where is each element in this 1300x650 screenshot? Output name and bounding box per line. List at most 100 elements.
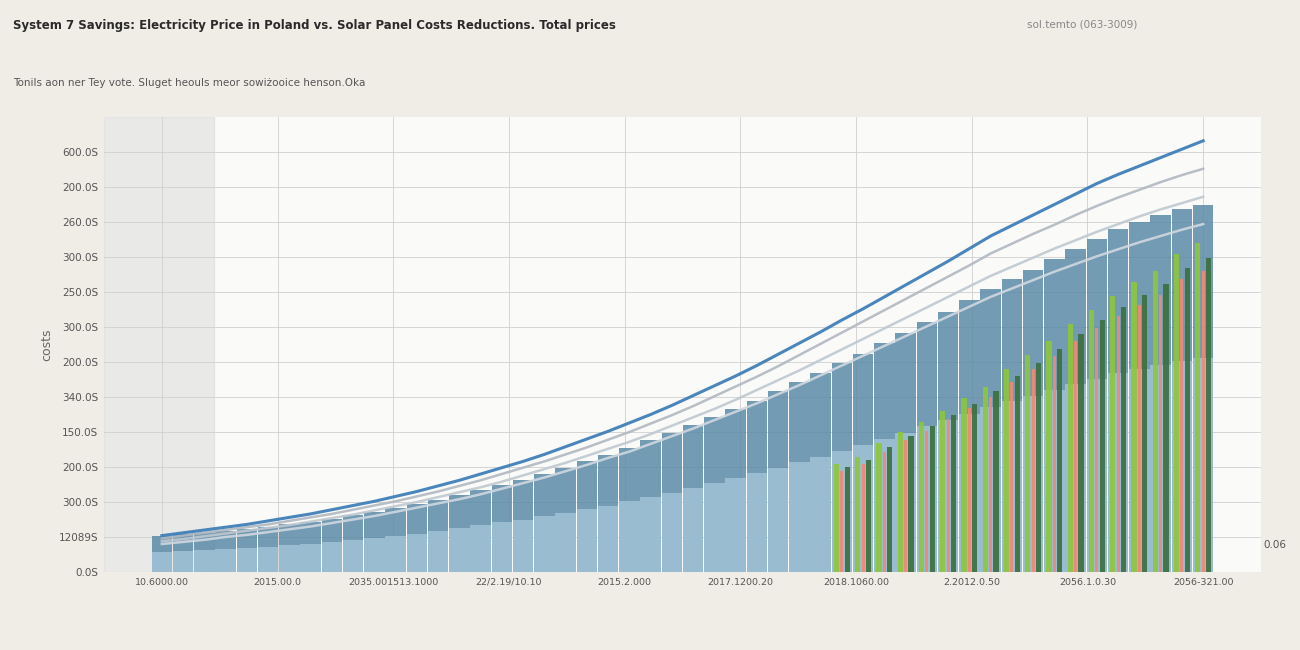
Bar: [1032, 369, 1035, 572]
Bar: [450, 528, 469, 572]
Bar: [1160, 295, 1162, 572]
Bar: [874, 343, 894, 572]
Bar: [343, 540, 363, 572]
Bar: [768, 391, 788, 572]
Bar: [641, 497, 660, 572]
Bar: [1066, 384, 1086, 572]
Bar: [746, 473, 767, 572]
Bar: [1193, 205, 1213, 572]
Bar: [1130, 222, 1149, 572]
Bar: [833, 463, 839, 572]
Bar: [1026, 355, 1031, 572]
Bar: [1150, 215, 1171, 572]
Bar: [300, 544, 321, 572]
Bar: [1110, 296, 1115, 572]
Bar: [300, 521, 321, 572]
Bar: [1079, 334, 1084, 572]
Bar: [916, 426, 937, 572]
Bar: [866, 460, 871, 572]
Bar: [682, 488, 703, 572]
Bar: [104, 117, 214, 572]
Bar: [1193, 358, 1213, 572]
Bar: [385, 508, 406, 572]
Bar: [257, 547, 278, 572]
Bar: [450, 495, 469, 572]
Bar: [1171, 361, 1192, 572]
Bar: [280, 525, 299, 572]
Bar: [1121, 307, 1126, 572]
Bar: [897, 432, 902, 572]
Bar: [1067, 324, 1072, 572]
Bar: [1044, 390, 1065, 572]
Bar: [173, 534, 194, 572]
Bar: [989, 397, 992, 572]
Bar: [555, 468, 576, 572]
Bar: [1130, 369, 1149, 572]
Bar: [832, 451, 852, 572]
Bar: [1100, 320, 1105, 572]
Bar: [321, 519, 342, 572]
Bar: [1153, 271, 1158, 572]
Bar: [1117, 316, 1119, 572]
Bar: [152, 552, 172, 572]
Bar: [887, 447, 892, 572]
Bar: [746, 400, 767, 572]
Bar: [1087, 239, 1108, 572]
Bar: [1164, 283, 1169, 572]
Bar: [237, 548, 257, 572]
Bar: [789, 382, 810, 572]
Bar: [980, 289, 1001, 572]
Bar: [853, 354, 874, 572]
Bar: [641, 441, 660, 572]
Bar: [1143, 295, 1148, 572]
Bar: [598, 506, 619, 572]
Bar: [840, 471, 844, 572]
Bar: [959, 414, 980, 572]
Bar: [343, 515, 363, 572]
Bar: [810, 456, 831, 572]
Bar: [385, 536, 406, 572]
Bar: [407, 534, 428, 572]
Bar: [1010, 382, 1014, 572]
Bar: [1004, 369, 1009, 572]
Bar: [1201, 271, 1205, 572]
Bar: [1044, 259, 1065, 572]
Bar: [980, 407, 1001, 572]
Bar: [705, 483, 724, 572]
Bar: [968, 408, 971, 572]
Bar: [937, 311, 958, 572]
Bar: [662, 434, 683, 572]
Bar: [1195, 243, 1200, 572]
Bar: [1108, 373, 1128, 572]
Bar: [1138, 305, 1141, 572]
Bar: [534, 474, 555, 572]
Text: System 7 Savings: Electricity Price in Poland vs. Solar Panel Costs Reductions. : System 7 Savings: Electricity Price in P…: [13, 20, 616, 32]
Bar: [1131, 281, 1136, 572]
Bar: [682, 425, 703, 572]
Bar: [216, 532, 235, 572]
Bar: [1053, 356, 1056, 572]
Bar: [1015, 376, 1021, 572]
Bar: [364, 512, 385, 572]
Text: 0.06: 0.06: [1264, 540, 1286, 550]
Bar: [845, 467, 850, 572]
Bar: [471, 490, 491, 572]
Bar: [598, 455, 619, 572]
Bar: [1046, 341, 1052, 572]
Bar: [832, 363, 852, 572]
Bar: [768, 468, 788, 572]
Bar: [1023, 270, 1044, 572]
Bar: [916, 322, 937, 572]
Bar: [789, 462, 810, 572]
Bar: [1174, 254, 1179, 572]
Bar: [407, 504, 428, 572]
Bar: [1036, 363, 1041, 572]
Bar: [853, 445, 874, 572]
Bar: [152, 536, 172, 572]
Bar: [514, 519, 533, 572]
Bar: [896, 333, 915, 572]
Bar: [1096, 328, 1098, 572]
Bar: [810, 373, 831, 572]
Bar: [926, 430, 928, 572]
Bar: [1180, 280, 1183, 572]
